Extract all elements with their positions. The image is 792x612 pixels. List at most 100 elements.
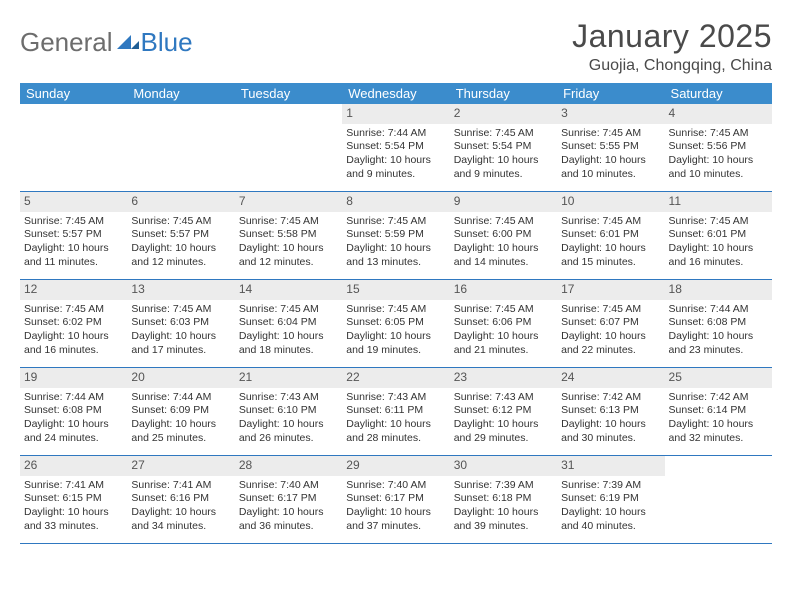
day-cell: 14 Sunrise: 7:45 AM Sunset: 6:04 PM Dayli… (235, 280, 342, 367)
day-details: Sunrise: 7:45 AM Sunset: 6:01 PM Dayligh… (561, 215, 660, 270)
day-details: Sunrise: 7:40 AM Sunset: 6:17 PM Dayligh… (239, 479, 338, 534)
day-number: 29 (342, 456, 449, 476)
day-details: Sunrise: 7:44 AM Sunset: 6:08 PM Dayligh… (24, 391, 123, 446)
day-details: Sunrise: 7:39 AM Sunset: 6:19 PM Dayligh… (561, 479, 660, 534)
day-number: 27 (127, 456, 234, 476)
day-cell: 9Sunrise: 7:45 AM Sunset: 6:00 PM Daylig… (450, 192, 557, 279)
day-number: 17 (557, 280, 664, 300)
day-details: Sunrise: 7:44 AM Sunset: 6:08 PM Dayligh… (669, 303, 768, 358)
day-cell: 27 Sunrise: 7:41 AM Sunset: 6:16 PM Dayli… (127, 456, 234, 543)
logo-text-general: General (20, 27, 113, 58)
day-cell: 1 Sunrise: 7:44 AM Sunset: 5:54 PM Daylig… (342, 104, 449, 191)
dow-tuesday: Tuesday (235, 83, 342, 104)
day-number: 7 (235, 192, 342, 212)
day-cell: 18 Sunrise: 7:44 AM Sunset: 6:08 PM Dayli… (665, 280, 772, 367)
day-details: Sunrise: 7:45 AM Sunset: 6:07 PM Dayligh… (561, 303, 660, 358)
day-details: Sunrise: 7:45 AM Sunset: 5:55 PM Dayligh… (561, 127, 660, 182)
day-cell: 15 Sunrise: 7:45 AM Sunset: 6:05 PM Dayli… (342, 280, 449, 367)
day-number: 30 (450, 456, 557, 476)
dow-wednesday: Wednesday (342, 83, 449, 104)
logo-mark-icon (117, 31, 139, 54)
day-cell: 4Sunrise: 7:45 AM Sunset: 5:56 PM Daylig… (665, 104, 772, 191)
day-cell: 6Sunrise: 7:45 AM Sunset: 5:57 PM Daylig… (127, 192, 234, 279)
day-details: Sunrise: 7:43 AM Sunset: 6:12 PM Dayligh… (454, 391, 553, 446)
day-cell (127, 104, 234, 191)
location-text: Guojia, Chongqing, China (572, 57, 772, 75)
day-cell: 11Sunrise: 7:45 AM Sunset: 6:01 PM Dayli… (665, 192, 772, 279)
day-details: Sunrise: 7:44 AM Sunset: 5:54 PM Dayligh… (346, 127, 445, 182)
day-number: 24 (557, 368, 664, 388)
logo: General Blue (20, 18, 193, 58)
day-cell: 24 Sunrise: 7:42 AM Sunset: 6:13 PM Dayli… (557, 368, 664, 455)
day-number: 2 (450, 104, 557, 124)
day-number: 1 (342, 104, 449, 124)
day-details: Sunrise: 7:45 AM Sunset: 6:05 PM Dayligh… (346, 303, 445, 358)
header: General Blue January 2025 Guojia, Chongq… (20, 18, 772, 75)
day-number: 14 (235, 280, 342, 300)
day-cell: 10Sunrise: 7:45 AM Sunset: 6:01 PM Dayli… (557, 192, 664, 279)
day-details: Sunrise: 7:45 AM Sunset: 5:59 PM Dayligh… (346, 215, 445, 270)
day-number: 21 (235, 368, 342, 388)
day-cell: 26Sunrise: 7:41 AM Sunset: 6:15 PM Dayli… (20, 456, 127, 543)
day-cell: 21 Sunrise: 7:43 AM Sunset: 6:10 PM Dayli… (235, 368, 342, 455)
day-number: 9 (450, 192, 557, 212)
month-title: January 2025 (572, 18, 772, 55)
calendar: Sunday Monday Tuesday Wednesday Thursday… (20, 83, 772, 544)
logo-text-blue: Blue (141, 27, 193, 58)
day-number: 20 (127, 368, 234, 388)
day-details: Sunrise: 7:45 AM Sunset: 5:57 PM Dayligh… (24, 215, 123, 270)
day-details: Sunrise: 7:45 AM Sunset: 6:01 PM Dayligh… (669, 215, 768, 270)
day-cell: 12 Sunrise: 7:45 AM Sunset: 6:02 PM Dayli… (20, 280, 127, 367)
day-cell: 16Sunrise: 7:45 AM Sunset: 6:06 PM Dayli… (450, 280, 557, 367)
day-cell: 31Sunrise: 7:39 AM Sunset: 6:19 PM Dayli… (557, 456, 664, 543)
week-row: 5 Sunrise: 7:45 AM Sunset: 5:57 PM Daylig… (20, 192, 772, 280)
day-cell: 8 Sunrise: 7:45 AM Sunset: 5:59 PM Daylig… (342, 192, 449, 279)
day-number: 8 (342, 192, 449, 212)
day-number: 18 (665, 280, 772, 300)
day-cell (20, 104, 127, 191)
dow-friday: Friday (557, 83, 664, 104)
dow-sunday: Sunday (20, 83, 127, 104)
day-number: 12 (20, 280, 127, 300)
day-number: 6 (127, 192, 234, 212)
day-details: Sunrise: 7:45 AM Sunset: 6:06 PM Dayligh… (454, 303, 553, 358)
day-details: Sunrise: 7:45 AM Sunset: 5:54 PM Dayligh… (454, 127, 553, 182)
dow-thursday: Thursday (450, 83, 557, 104)
day-number: 22 (342, 368, 449, 388)
day-cell: 20 Sunrise: 7:44 AM Sunset: 6:09 PM Dayli… (127, 368, 234, 455)
day-cell: 19Sunrise: 7:44 AM Sunset: 6:08 PM Dayli… (20, 368, 127, 455)
week-row: 19Sunrise: 7:44 AM Sunset: 6:08 PM Dayli… (20, 368, 772, 456)
day-cell: 3Sunrise: 7:45 AM Sunset: 5:55 PM Daylig… (557, 104, 664, 191)
week-row: 26Sunrise: 7:41 AM Sunset: 6:15 PM Dayli… (20, 456, 772, 544)
day-number: 23 (450, 368, 557, 388)
day-cell: 30 Sunrise: 7:39 AM Sunset: 6:18 PM Dayli… (450, 456, 557, 543)
day-cell: 29Sunrise: 7:40 AM Sunset: 6:17 PM Dayli… (342, 456, 449, 543)
day-details: Sunrise: 7:41 AM Sunset: 6:16 PM Dayligh… (131, 479, 230, 534)
dow-monday: Monday (127, 83, 234, 104)
day-details: Sunrise: 7:45 AM Sunset: 6:02 PM Dayligh… (24, 303, 123, 358)
day-number: 26 (20, 456, 127, 476)
day-details: Sunrise: 7:42 AM Sunset: 6:13 PM Dayligh… (561, 391, 660, 446)
day-number: 28 (235, 456, 342, 476)
day-number: 25 (665, 368, 772, 388)
day-cell: 13 Sunrise: 7:45 AM Sunset: 6:03 PM Dayli… (127, 280, 234, 367)
day-cell: 25 Sunrise: 7:42 AM Sunset: 6:14 PM Dayli… (665, 368, 772, 455)
day-details: Sunrise: 7:43 AM Sunset: 6:10 PM Dayligh… (239, 391, 338, 446)
day-number: 13 (127, 280, 234, 300)
week-row: 1 Sunrise: 7:44 AM Sunset: 5:54 PM Daylig… (20, 104, 772, 192)
day-cell: 23 Sunrise: 7:43 AM Sunset: 6:12 PM Dayli… (450, 368, 557, 455)
dow-saturday: Saturday (665, 83, 772, 104)
day-details: Sunrise: 7:43 AM Sunset: 6:11 PM Dayligh… (346, 391, 445, 446)
week-row: 12 Sunrise: 7:45 AM Sunset: 6:02 PM Dayli… (20, 280, 772, 368)
day-details: Sunrise: 7:44 AM Sunset: 6:09 PM Dayligh… (131, 391, 230, 446)
day-cell: 5 Sunrise: 7:45 AM Sunset: 5:57 PM Daylig… (20, 192, 127, 279)
day-details: Sunrise: 7:42 AM Sunset: 6:14 PM Dayligh… (669, 391, 768, 446)
day-of-week-header: Sunday Monday Tuesday Wednesday Thursday… (20, 83, 772, 104)
day-cell: 22 Sunrise: 7:43 AM Sunset: 6:11 PM Dayli… (342, 368, 449, 455)
day-details: Sunrise: 7:45 AM Sunset: 6:04 PM Dayligh… (239, 303, 338, 358)
day-details: Sunrise: 7:39 AM Sunset: 6:18 PM Dayligh… (454, 479, 553, 534)
day-details: Sunrise: 7:45 AM Sunset: 6:03 PM Dayligh… (131, 303, 230, 358)
day-cell (235, 104, 342, 191)
day-number: 5 (20, 192, 127, 212)
day-number: 15 (342, 280, 449, 300)
